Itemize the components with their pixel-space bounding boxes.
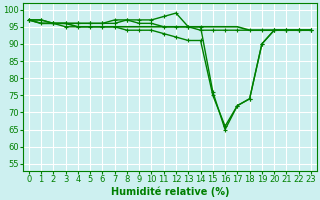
X-axis label: Humidité relative (%): Humidité relative (%) [111,187,229,197]
